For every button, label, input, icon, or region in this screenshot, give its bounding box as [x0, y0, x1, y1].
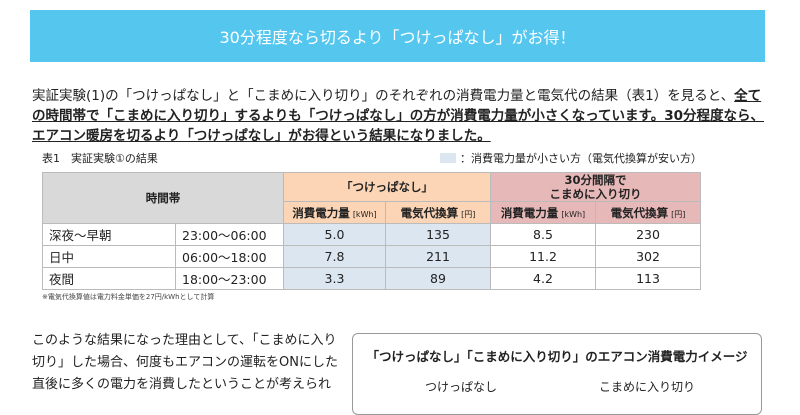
subheader-name: 消費電力量 — [292, 205, 350, 220]
period-cell: 夜間 — [42, 267, 176, 290]
table-note: ※電気代換算値は電力料金単価を27円/kWhとして計算 — [42, 293, 215, 301]
value-cell: 4.2 — [490, 267, 596, 290]
table-row: 夜間 18:00～23:00 3.3 89 4.2 113 — [42, 267, 701, 290]
value-cell: 135 — [385, 223, 491, 246]
value-cell: 113 — [595, 267, 701, 290]
subheader: 電気代換算 [円] — [385, 201, 491, 224]
value-cell: 230 — [595, 223, 701, 246]
group-header: 30分間隔で こまめに入り切り — [490, 172, 701, 202]
subheader: 消費電力量 [kWh] — [283, 201, 386, 224]
subheader: 電気代換算 [円] — [595, 201, 701, 224]
subheader-unit: [円] — [461, 209, 476, 219]
page: {"header": {"title": "30分程度なら切るより「つけっぱなし… — [30, 10, 772, 415]
figure-label: つけっぱなし — [425, 380, 498, 394]
banner: 30分程度なら切るより「つけっぱなし」がお得！ — [30, 10, 765, 62]
value-cell: 89 — [385, 267, 491, 290]
figure-box: 「つけっぱなし」「こまめに入り切り」のエアコン消費電力イメージ つけっぱなし こ… — [352, 333, 762, 415]
subheader-name: 電気代換算 — [400, 205, 459, 220]
subheader-unit: [kWh] — [352, 209, 377, 219]
value-cell: 302 — [595, 245, 701, 268]
period-header: 時間帯 — [42, 172, 284, 224]
value-cell: 3.3 — [283, 267, 386, 290]
intro-paragraph: 実証実験(1)の「つけっぱなし」と「こまめに入り切り」のそれぞれの消費電力量と電… — [32, 86, 772, 146]
value-cell: 7.8 — [283, 245, 386, 268]
period-cell: 23:00～06:00 — [175, 223, 284, 246]
period-cell: 深夜～早朝 — [42, 223, 176, 246]
results-table: 時間帯 「つけっぱなし」 30分間隔で こまめに入り切り 消費電力量 [kWh] 電… — [42, 172, 701, 290]
period-cell: 18:00～23:00 — [175, 267, 284, 290]
legend: ：消費電力量が小さい方（電気代換算が安い方） — [440, 150, 702, 166]
table-caption: 表1 実証実験①の結果 — [42, 152, 158, 165]
intro-emphasis: 全ての時間帯で「こまめに入り切り」するよりも「つけっぱなし」の方が消費電力量が小… — [32, 88, 764, 144]
table-row: 深夜～早朝 23:00～06:00 5.0 135 8.5 230 — [42, 223, 701, 246]
value-cell: 211 — [385, 245, 491, 268]
value-cell: 11.2 — [490, 245, 596, 268]
period-cell: 日中 — [42, 245, 176, 268]
intro-text: 実証実験(1)の「つけっぱなし」と「こまめに入り切り」のそれぞれの消費電力量と電… — [32, 88, 735, 104]
period-cell: 06:00～18:00 — [175, 245, 284, 268]
legend-swatch — [440, 153, 456, 163]
legend-text: ：消費電力量が小さい方（電気代換算が安い方） — [460, 152, 702, 165]
figure-title: 「つけっぱなし」「こまめに入り切り」のエアコン消費電力イメージ — [366, 349, 748, 364]
subheader: 消費電力量 [kWh] — [490, 201, 596, 224]
figure-label: こまめに入り切り — [599, 380, 696, 394]
subheader-name: 消費電力量 — [500, 205, 559, 220]
value-cell: 5.0 — [283, 223, 386, 246]
banner-title: 30分程度なら切るより「つけっぱなし」がお得！ — [219, 28, 576, 47]
subheader-unit: [円] — [671, 209, 686, 219]
group-header: 「つけっぱなし」 — [283, 172, 491, 202]
subheader-unit: [kWh] — [561, 209, 586, 219]
value-cell: 8.5 — [490, 223, 596, 246]
table-row: 日中 06:00～18:00 7.8 211 11.2 302 — [42, 245, 701, 268]
body-paragraph: このような結果になった理由として、「こまめに入り切り」した場合、何度もエアコンの… — [32, 333, 338, 392]
subheader-name: 電気代換算 — [610, 205, 669, 220]
